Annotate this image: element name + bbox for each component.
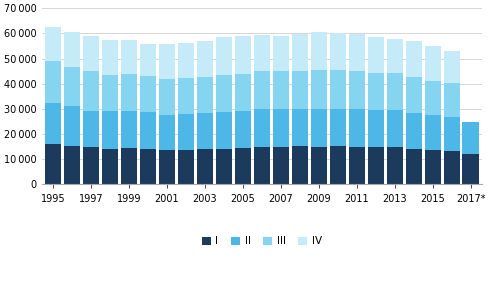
Bar bbox=[443, 83, 460, 117]
Bar bbox=[292, 34, 308, 71]
Bar bbox=[178, 43, 194, 78]
Bar bbox=[102, 149, 118, 185]
Bar bbox=[159, 44, 175, 79]
Bar bbox=[406, 149, 422, 185]
Bar bbox=[273, 36, 289, 71]
Bar bbox=[83, 71, 99, 111]
Bar bbox=[406, 114, 422, 149]
Bar bbox=[83, 36, 99, 71]
Bar bbox=[311, 109, 327, 147]
Bar bbox=[273, 109, 289, 147]
Bar bbox=[121, 74, 137, 111]
Bar bbox=[329, 33, 346, 70]
Bar bbox=[425, 150, 440, 185]
Bar bbox=[443, 51, 460, 83]
Bar bbox=[102, 40, 118, 75]
Bar bbox=[197, 149, 213, 185]
Bar bbox=[311, 147, 327, 185]
Bar bbox=[463, 154, 479, 185]
Bar bbox=[64, 32, 80, 67]
Bar bbox=[197, 77, 213, 114]
Bar bbox=[64, 106, 80, 146]
Bar bbox=[140, 149, 156, 185]
Bar bbox=[349, 71, 365, 109]
Bar bbox=[292, 71, 308, 109]
Bar bbox=[178, 150, 194, 185]
Bar bbox=[386, 111, 403, 147]
Bar bbox=[235, 111, 251, 148]
Bar bbox=[273, 147, 289, 185]
Bar bbox=[159, 115, 175, 150]
Bar bbox=[235, 36, 251, 74]
Bar bbox=[311, 32, 327, 70]
Bar bbox=[386, 73, 403, 111]
Bar bbox=[235, 148, 251, 185]
Bar bbox=[386, 147, 403, 185]
Bar bbox=[216, 37, 232, 75]
Bar bbox=[159, 150, 175, 185]
Bar bbox=[349, 147, 365, 185]
Bar bbox=[368, 147, 384, 185]
Bar bbox=[406, 77, 422, 114]
Bar bbox=[329, 109, 346, 146]
Bar bbox=[292, 109, 308, 146]
Bar bbox=[197, 114, 213, 149]
Legend: I, II, III, IV: I, II, III, IV bbox=[202, 236, 322, 246]
Bar bbox=[121, 111, 137, 148]
Bar bbox=[140, 112, 156, 149]
Bar bbox=[425, 115, 440, 150]
Bar bbox=[235, 74, 251, 111]
Bar bbox=[83, 111, 99, 147]
Bar bbox=[45, 61, 61, 103]
Bar bbox=[178, 114, 194, 150]
Bar bbox=[292, 146, 308, 185]
Bar bbox=[425, 81, 440, 115]
Bar bbox=[45, 103, 61, 144]
Bar bbox=[83, 147, 99, 185]
Bar bbox=[140, 76, 156, 112]
Bar bbox=[64, 146, 80, 185]
Bar bbox=[159, 79, 175, 115]
Bar bbox=[254, 35, 270, 71]
Bar bbox=[463, 122, 479, 154]
Bar bbox=[121, 148, 137, 185]
Bar bbox=[386, 39, 403, 73]
Bar bbox=[197, 41, 213, 77]
Bar bbox=[311, 70, 327, 109]
Bar bbox=[349, 34, 365, 71]
Bar bbox=[368, 37, 384, 73]
Bar bbox=[178, 78, 194, 114]
Bar bbox=[216, 112, 232, 149]
Bar bbox=[102, 75, 118, 111]
Bar bbox=[121, 40, 137, 74]
Bar bbox=[140, 44, 156, 76]
Bar bbox=[254, 147, 270, 185]
Bar bbox=[216, 75, 232, 112]
Bar bbox=[45, 27, 61, 61]
Bar bbox=[425, 46, 440, 81]
Bar bbox=[406, 41, 422, 77]
Bar bbox=[368, 111, 384, 147]
Bar bbox=[216, 149, 232, 185]
Bar bbox=[273, 71, 289, 109]
Bar bbox=[368, 73, 384, 111]
Bar bbox=[329, 146, 346, 185]
Bar bbox=[45, 144, 61, 185]
Bar bbox=[443, 117, 460, 151]
Bar bbox=[102, 111, 118, 149]
Bar bbox=[64, 67, 80, 106]
Bar bbox=[254, 71, 270, 109]
Bar bbox=[443, 151, 460, 185]
Bar bbox=[349, 109, 365, 147]
Bar bbox=[329, 70, 346, 109]
Bar bbox=[254, 109, 270, 147]
